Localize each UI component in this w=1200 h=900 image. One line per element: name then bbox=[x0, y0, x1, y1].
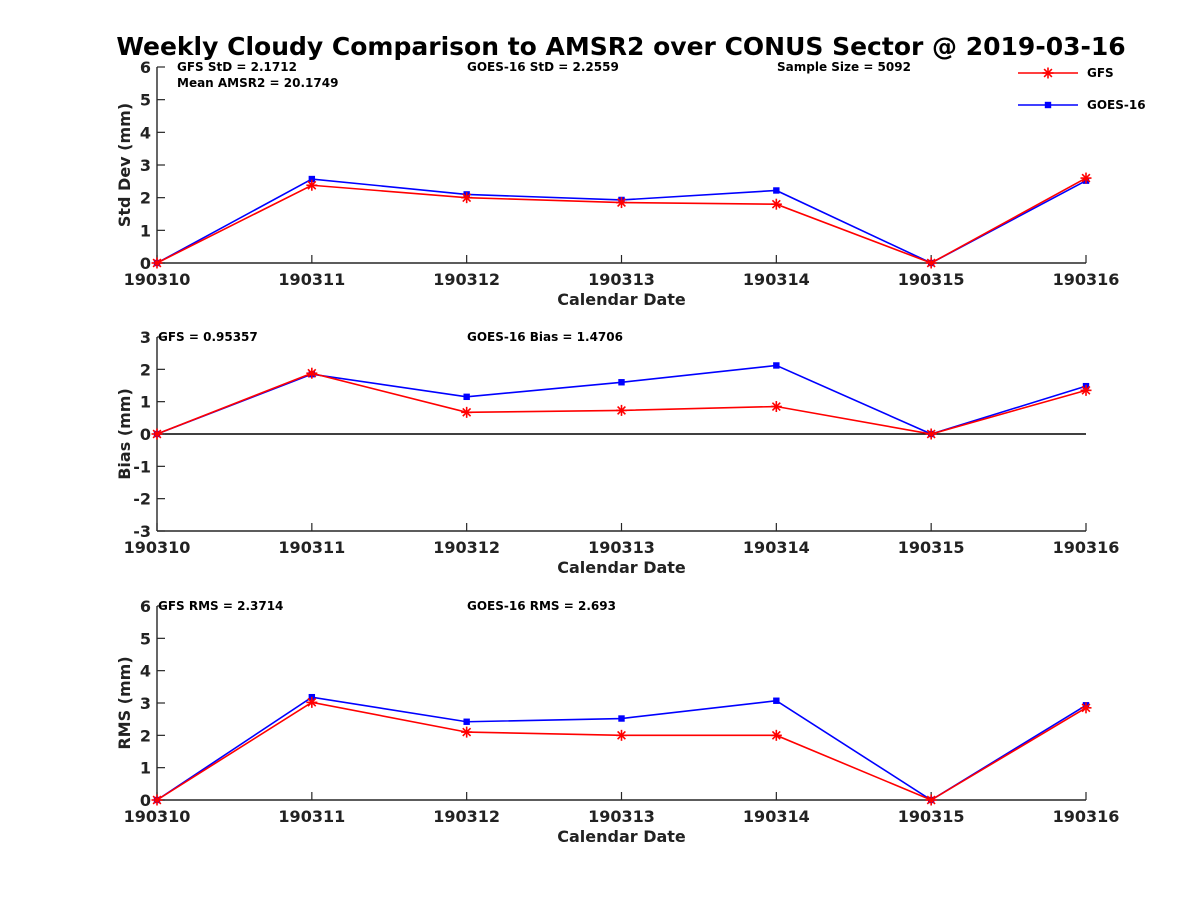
y-tick-label: -3 bbox=[133, 522, 151, 541]
x-tick-label: 190316 bbox=[1053, 807, 1120, 826]
x-tick-label: 190310 bbox=[124, 270, 191, 289]
series-line-gfs bbox=[156, 177, 1087, 264]
legend-label-goes-16: GOES-16 bbox=[1087, 98, 1146, 112]
gfs-stat-annotation: GFS StD = 2.1712 bbox=[177, 60, 297, 74]
legend-marker-goes-16 bbox=[1044, 101, 1052, 109]
panel-3: 0 1 2 3 4 5 6 190310 190311 190312 190313 190314 190… bbox=[115, 597, 1119, 846]
x-tick-label: 190316 bbox=[1053, 270, 1120, 289]
data-point-gfs bbox=[1080, 172, 1092, 184]
data-point-gfs bbox=[616, 197, 627, 209]
x-tick-label: 190310 bbox=[124, 538, 191, 557]
data-point-gfs bbox=[1080, 384, 1092, 396]
data-point-gfs bbox=[151, 794, 163, 806]
x-tick-label: 190316 bbox=[1053, 538, 1120, 557]
data-point-gfs bbox=[461, 406, 473, 418]
series-line-goes-16 bbox=[156, 364, 1087, 435]
panel-1: 0 1 2 3 4 5 6 190310 190311 190312 190313 190314 190… bbox=[115, 58, 1119, 309]
y-tick-label: 0 bbox=[140, 791, 151, 810]
y-tick-label: 0 bbox=[140, 425, 151, 444]
data-point-goes-16 bbox=[618, 715, 625, 722]
y-tick-label: -2 bbox=[133, 490, 151, 509]
y-tick-label: 3 bbox=[140, 328, 151, 347]
x-tick-label: 190314 bbox=[743, 807, 810, 826]
y-tick-label: 3 bbox=[140, 694, 151, 713]
data-point-gfs bbox=[770, 729, 782, 741]
data-point-goes-16 bbox=[463, 718, 470, 725]
data-point-gfs bbox=[306, 696, 318, 708]
y-tick-label: 6 bbox=[140, 597, 151, 616]
data-point-gfs bbox=[306, 179, 318, 191]
y-tick-label: 1 bbox=[140, 393, 151, 412]
x-tick-label: 190313 bbox=[588, 270, 655, 289]
y-tick-label: -1 bbox=[133, 457, 151, 476]
y-axis-label: Std Dev (mm) bbox=[115, 103, 134, 227]
data-point-goes-16 bbox=[773, 362, 780, 369]
x-tick-label: 190311 bbox=[278, 270, 345, 289]
x-tick-label: 190315 bbox=[898, 270, 965, 289]
series-line-goes-16 bbox=[156, 178, 1087, 264]
x-tick-label: 190315 bbox=[898, 807, 965, 826]
amsr2-mean-annotation: Mean AMSR2 = 20.1749 bbox=[177, 76, 338, 90]
y-tick-label: 0 bbox=[140, 254, 151, 273]
panel-2: -3 -2 -1 0 1 2 3 190310 190311 190312 190313 190314… bbox=[115, 328, 1119, 577]
gfs-stat-annotation: GFS RMS = 2.3714 bbox=[158, 599, 283, 613]
x-tick-label: 190311 bbox=[278, 807, 345, 826]
x-axis-label: Calendar Date bbox=[557, 558, 686, 577]
data-point-gfs bbox=[461, 726, 473, 738]
x-axis-label: Calendar Date bbox=[557, 827, 686, 846]
x-tick-label: 190314 bbox=[743, 538, 810, 557]
x-axis-label: Calendar Date bbox=[557, 290, 686, 309]
x-tick-label: 190312 bbox=[433, 807, 500, 826]
x-tick-label: 190314 bbox=[743, 270, 810, 289]
y-axis-label: Bias (mm) bbox=[115, 388, 134, 480]
data-point-gfs bbox=[770, 401, 782, 413]
gfs-stat-annotation: GFS = 0.95357 bbox=[158, 330, 258, 344]
y-tick-label: 6 bbox=[140, 58, 151, 77]
data-point-goes-16 bbox=[308, 175, 316, 183]
x-tick-label: 190313 bbox=[588, 538, 655, 557]
y-tick-label: 4 bbox=[140, 123, 151, 142]
sample-size-annotation: Sample Size = 5092 bbox=[777, 60, 911, 74]
y-tick-label: 5 bbox=[140, 91, 151, 110]
y-tick-label: 2 bbox=[140, 360, 151, 379]
data-point-gfs bbox=[925, 257, 937, 269]
legend-marker-gfs bbox=[1042, 67, 1054, 79]
data-point-gfs bbox=[151, 257, 163, 269]
goes-stat-annotation: GOES-16 Bias = 1.4706 bbox=[467, 330, 623, 344]
data-point-goes-16 bbox=[773, 187, 780, 194]
data-point-gfs bbox=[925, 428, 937, 440]
y-tick-label: 4 bbox=[140, 662, 151, 681]
y-tick-label: 2 bbox=[140, 726, 151, 745]
x-tick-label: 190315 bbox=[898, 538, 965, 557]
y-tick-label: 2 bbox=[140, 189, 151, 208]
data-point-gfs bbox=[461, 192, 473, 204]
y-tick-label: 1 bbox=[140, 221, 151, 240]
data-point-goes-16 bbox=[463, 393, 470, 401]
data-point-gfs bbox=[770, 198, 782, 210]
data-point-gfs bbox=[925, 794, 937, 806]
data-point-gfs bbox=[616, 404, 627, 416]
legend: GFS GOES-16 bbox=[1018, 66, 1146, 112]
chart-title: Weekly Cloudy Comparison to AMSR2 over C… bbox=[116, 32, 1125, 61]
data-point-goes-16 bbox=[773, 697, 780, 704]
goes-stat-annotation: GOES-16 RMS = 2.693 bbox=[467, 599, 616, 613]
legend-label-gfs: GFS bbox=[1087, 66, 1114, 80]
data-point-gfs bbox=[616, 729, 627, 741]
x-tick-label: 190313 bbox=[588, 807, 655, 826]
data-point-goes-16 bbox=[618, 379, 625, 386]
y-tick-label: 5 bbox=[140, 629, 151, 648]
x-tick-label: 190312 bbox=[433, 270, 500, 289]
y-axis-label: RMS (mm) bbox=[115, 656, 134, 749]
data-point-gfs bbox=[306, 367, 318, 379]
x-tick-label: 190310 bbox=[124, 807, 191, 826]
x-tick-label: 190311 bbox=[278, 538, 345, 557]
x-tick-label: 190312 bbox=[433, 538, 500, 557]
goes-stat-annotation: GOES-16 StD = 2.2559 bbox=[467, 60, 619, 74]
data-point-gfs bbox=[1080, 702, 1092, 714]
y-tick-label: 3 bbox=[140, 156, 151, 175]
data-point-gfs bbox=[151, 428, 163, 440]
y-tick-label: 1 bbox=[140, 759, 151, 778]
